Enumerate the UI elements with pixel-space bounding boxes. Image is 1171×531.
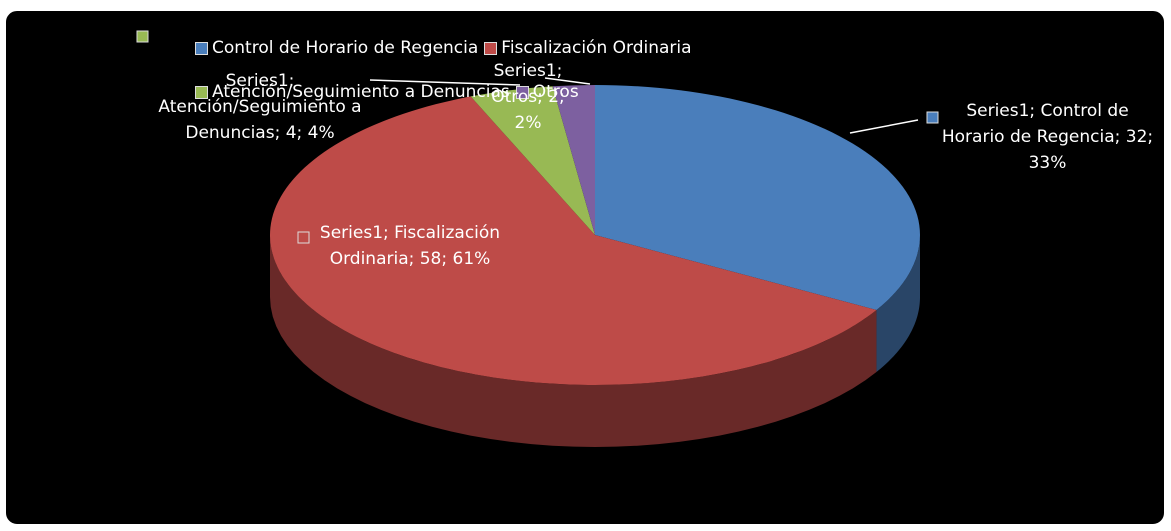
data-label: Series1; Fiscalización Ordinaria; 58; 61… <box>319 223 501 269</box>
data-label: Series1; Otros; 2; 2% <box>491 61 565 133</box>
legend-swatch <box>195 85 208 99</box>
leader-line <box>369 79 521 86</box>
legend-item: Control de Horario de Regencia <box>195 38 478 58</box>
leader-line <box>544 77 591 85</box>
slice-side <box>876 235 920 372</box>
leader-line <box>849 119 919 134</box>
legend-item: Fiscalización Ordinaria <box>484 38 692 58</box>
data-label: Series1; Control de Horario de Regencia;… <box>941 101 1154 173</box>
legend-label: Otros <box>532 82 579 102</box>
legend: Control de Horario de Regencia Fiscalizac… <box>195 38 715 102</box>
label-marker <box>297 231 310 244</box>
legend-label: Atención/Seguimiento a Denuncias <box>212 82 510 102</box>
legend-swatch <box>195 41 208 55</box>
legend-swatch <box>515 85 529 99</box>
legend-label: Fiscalización Ordinaria <box>501 38 692 58</box>
slice <box>470 86 595 236</box>
legend-item: Atención/Seguimiento a Denuncias <box>195 82 510 102</box>
slice <box>269 96 877 386</box>
slice <box>595 85 920 310</box>
slice-side <box>270 235 877 447</box>
legend-item: Otros <box>515 82 579 102</box>
data-label: Series1; Atención/Seguimiento a Denuncia… <box>158 71 362 143</box>
label-marker <box>926 111 939 124</box>
label-marker <box>136 30 149 43</box>
slice <box>552 85 595 235</box>
legend-label: Control de Horario de Regencia <box>212 38 479 58</box>
legend-swatch <box>484 41 498 55</box>
